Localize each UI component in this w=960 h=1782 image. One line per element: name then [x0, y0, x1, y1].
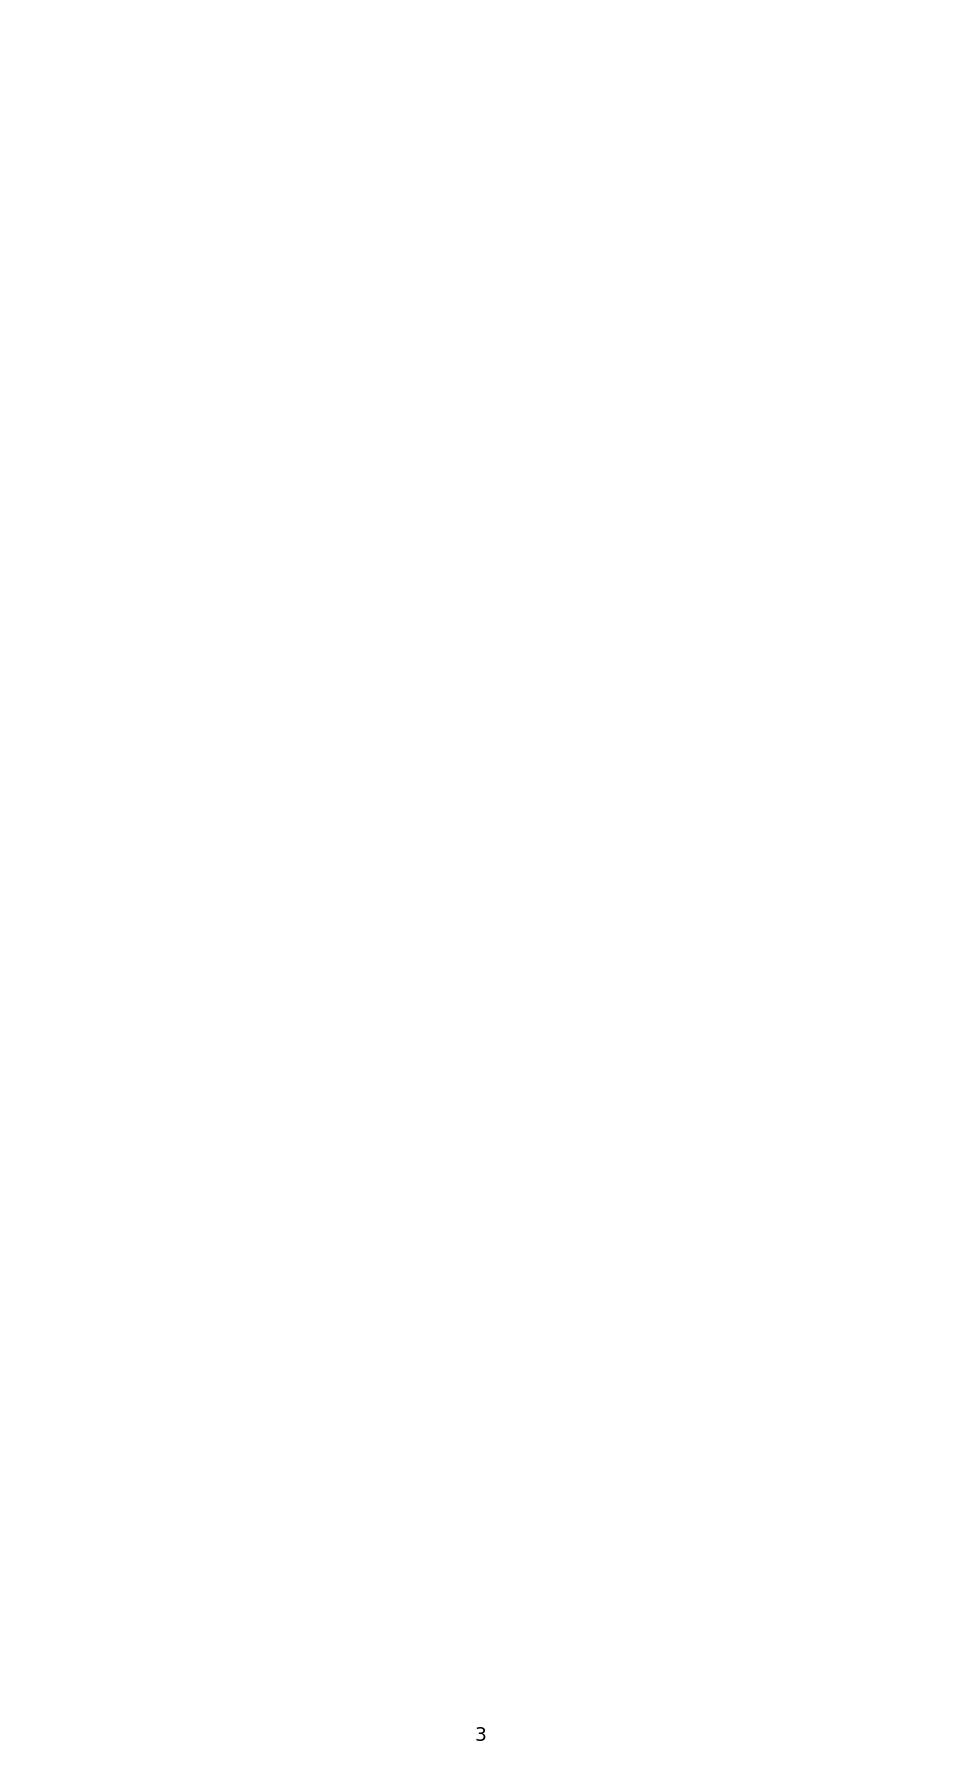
Text: 3: 3 [474, 1727, 486, 1745]
